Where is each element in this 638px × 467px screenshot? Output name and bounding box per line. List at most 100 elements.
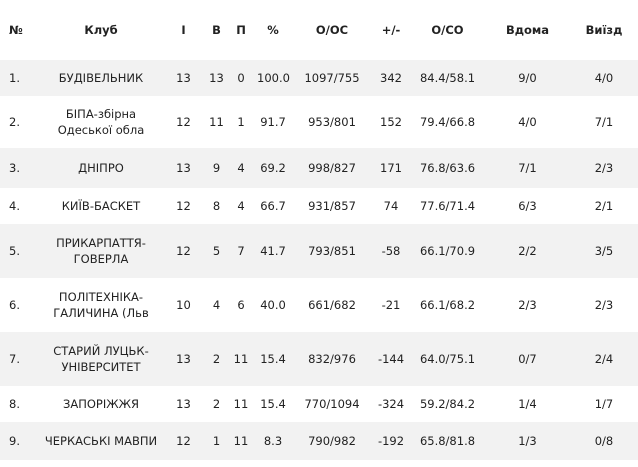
- table-cell: 7/1: [485, 148, 570, 188]
- table-row: 7. СТАРИЙ ЛУЦЬК-УНІВЕРСИТЕТ 13 2 11 15.4 832/9…: [0, 332, 638, 386]
- table-cell: 2/3: [518, 298, 537, 312]
- club-cell: БУДІВЕЛЬНИК: [40, 60, 162, 96]
- table-cell: 15.4: [254, 332, 292, 386]
- table-cell: 4: [212, 298, 221, 312]
- table-cell: 8.3: [254, 422, 292, 460]
- table-cell: 66.1/68.2: [419, 298, 476, 312]
- table-row: 4. КИЇВ-БАСКЕТ 12 8 4 66.7 931/857 74 77.6/71.4 6…: [0, 188, 638, 224]
- table-cell: 13: [162, 148, 205, 188]
- column-header: І: [181, 23, 186, 37]
- club-cell: БІПА-збірна Одеської обла: [57, 107, 145, 137]
- table-cell: 65.8/81.8: [410, 422, 485, 460]
- table-cell: 74: [383, 199, 399, 213]
- table-cell: 2/1: [594, 199, 614, 213]
- table-cell: 11: [228, 422, 254, 460]
- table-cell: -324: [377, 397, 405, 411]
- table-cell: 2/4: [570, 332, 638, 386]
- table-cell: 1: [237, 115, 245, 129]
- table-cell: 998/827: [292, 148, 372, 188]
- table-cell: 1097/755: [292, 60, 372, 96]
- column-header: Клуб: [84, 23, 118, 37]
- table-cell: 0/7: [485, 332, 570, 386]
- table-cell: -21: [381, 298, 401, 312]
- table-cell: 0: [228, 60, 254, 96]
- table-cell: -58: [372, 224, 410, 278]
- table-cell: 3/5: [570, 224, 638, 278]
- table-cell: 171: [372, 148, 410, 188]
- column-header: П: [236, 23, 246, 37]
- table-cell: 2/3: [594, 298, 614, 312]
- table-cell: 100.0: [254, 60, 292, 96]
- table-cell: 12: [176, 199, 191, 213]
- table-cell: 9/0: [485, 60, 570, 96]
- table-cell: 40.0: [260, 298, 286, 312]
- table-cell: 77.6/71.4: [419, 199, 476, 213]
- header-row: № Клуб І В П% О/ОС +/- О/СО Вдома Виїзд: [0, 0, 638, 60]
- table-cell: 76.8/63.6: [410, 148, 485, 188]
- table-cell: 11: [209, 115, 224, 129]
- table-row: 9. ЧЕРКАСЬКІ МАВПИ 12 1 11 8.3 790/982 -192 65.8…: [0, 422, 638, 460]
- column-header: О/СО: [431, 23, 464, 37]
- table-cell: 66.7: [260, 199, 286, 213]
- column-header: Виїзд: [585, 23, 623, 37]
- table-cell: 66.1/70.9: [410, 224, 485, 278]
- table-cell: 4: [237, 199, 245, 213]
- column-header: Вдома: [505, 23, 550, 37]
- table-cell: 12: [162, 224, 205, 278]
- table-cell: 4.: [9, 199, 20, 213]
- table-cell: -144: [372, 332, 410, 386]
- table-cell: 6/3: [518, 199, 537, 213]
- table-cell: 3.: [0, 148, 40, 188]
- table-cell: 15.4: [260, 397, 286, 411]
- table-cell: 12: [176, 115, 191, 129]
- table-row: 5. ПРИКАРПАТТЯ-ГОВЕРЛА 12 5 7 41.7 793/851 -58 6…: [0, 224, 638, 278]
- table-row: 6. ПОЛІТЕХНІКА-ГАЛИЧИНА (Льв 10 4 6 40.0 661/6…: [0, 278, 638, 332]
- table-cell: -192: [372, 422, 410, 460]
- table-cell: 931/857: [308, 199, 356, 213]
- table-cell: 152: [380, 115, 402, 129]
- table-cell: 5: [205, 224, 228, 278]
- table-cell: 91.7: [260, 115, 286, 129]
- table-cell: 0/8: [570, 422, 638, 460]
- table-cell: 770/1094: [304, 397, 360, 411]
- column-header: О/ОС: [315, 23, 349, 37]
- table-cell: 2/2: [485, 224, 570, 278]
- table-cell: 10: [176, 298, 191, 312]
- table-cell: 4/0: [518, 115, 537, 129]
- table-cell: 6.: [9, 298, 20, 312]
- column-header: %: [267, 23, 279, 37]
- table-cell: 8.: [9, 397, 20, 411]
- table-cell: 6: [237, 298, 245, 312]
- table-cell: 1: [205, 422, 228, 460]
- table-cell: 832/976: [292, 332, 372, 386]
- table-cell: 13: [205, 60, 228, 96]
- club-cell: КИЇВ-БАСКЕТ: [61, 199, 141, 213]
- table-cell: 2: [212, 397, 221, 411]
- table-cell: 69.2: [254, 148, 292, 188]
- table-cell: 13: [176, 397, 191, 411]
- table-cell: 2.: [9, 115, 20, 129]
- column-header: №: [9, 23, 23, 37]
- table-cell: 12: [162, 422, 205, 460]
- table-cell: 7: [228, 224, 254, 278]
- table-cell: 793/851: [292, 224, 372, 278]
- club-cell: ПРИКАРПАТТЯ-ГОВЕРЛА: [40, 224, 162, 278]
- club-cell: ДНІПРО: [40, 148, 162, 188]
- table-cell: 11: [228, 332, 254, 386]
- table-cell: 64.0/75.1: [410, 332, 485, 386]
- table-cell: 661/682: [308, 298, 356, 312]
- club-cell: ПОЛІТЕХНІКА-ГАЛИЧИНА (Льв: [53, 290, 149, 320]
- table-cell: 1/4: [518, 397, 537, 411]
- table-cell: 59.2/84.2: [419, 397, 476, 411]
- club-cell: СТАРИЙ ЛУЦЬК-УНІВЕРСИТЕТ: [40, 332, 162, 386]
- table-cell: 13: [162, 60, 205, 96]
- table-cell: 4: [228, 148, 254, 188]
- column-header: В: [212, 23, 221, 37]
- club-cell: ЧЕРКАСЬКІ МАВПИ: [40, 422, 162, 460]
- table-cell: 2/3: [570, 148, 638, 188]
- table-cell: 79.4/66.8: [419, 115, 476, 129]
- table-row: 3. ДНІПРО 13 9 4 69.2 998/827 171 76.8/63.6 7/1 2/…: [0, 148, 638, 188]
- table-cell: 5.: [0, 224, 40, 278]
- table-cell: 11: [233, 397, 249, 411]
